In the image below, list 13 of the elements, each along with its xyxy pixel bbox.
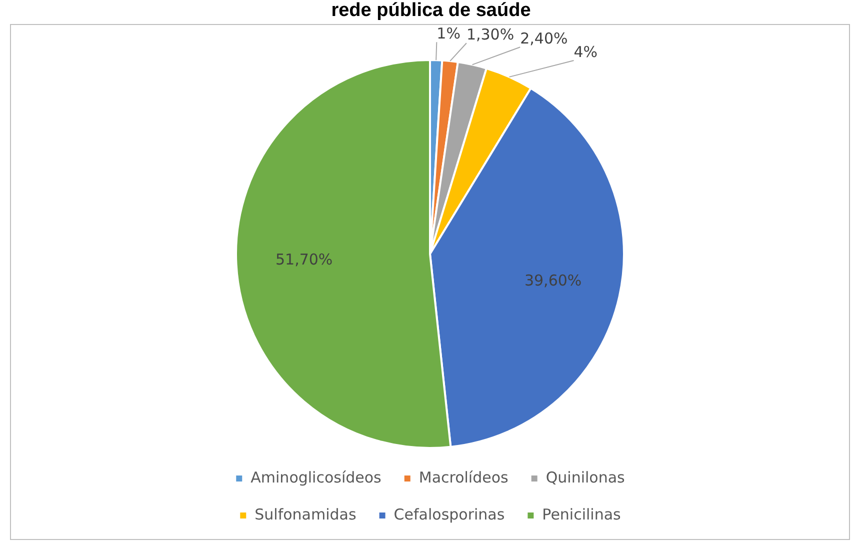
legend-label: Quinilonas [546, 468, 626, 486]
legend-label: Aminoglicosídeos [250, 468, 382, 486]
data-label: 1% [436, 24, 460, 42]
legend-label: Sulfonamidas [254, 505, 356, 524]
data-label: 1,30% [466, 26, 514, 44]
data-label: 4% [574, 42, 598, 61]
chart-title: rede pública de saúde [330, 0, 532, 22]
legend-label: Penicilinas [542, 505, 622, 524]
legend-label: Cefalosporinas [394, 505, 505, 524]
data-label: 2,40% [520, 29, 568, 48]
legend-label: Macrolídeos [418, 468, 509, 486]
data-label: 39,60% [524, 271, 582, 290]
data-label: 51,70% [275, 250, 333, 269]
